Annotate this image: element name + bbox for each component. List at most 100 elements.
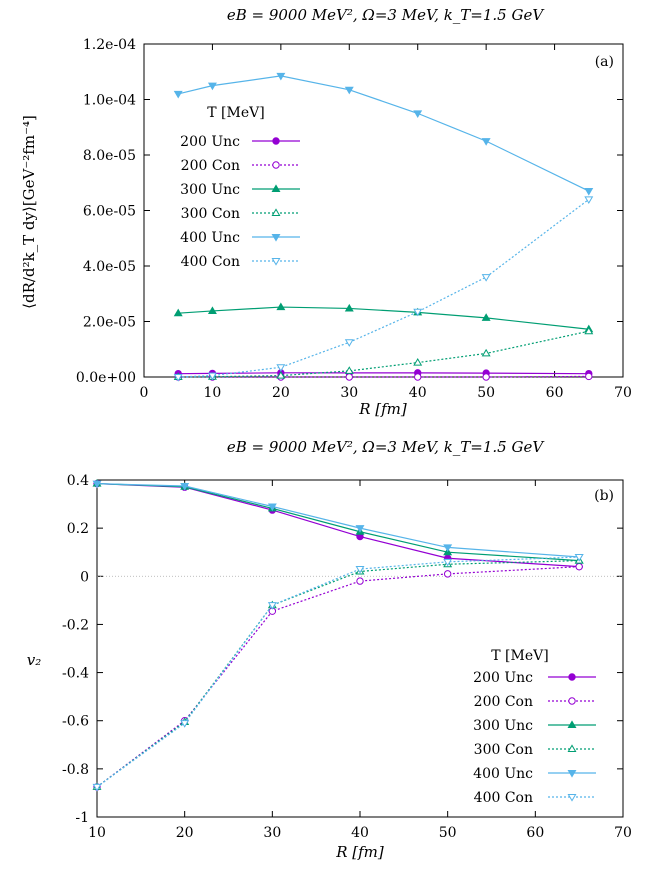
x-tick-label: 30	[263, 825, 281, 841]
data-point	[207, 372, 217, 381]
legend-swatch-marker	[567, 769, 577, 778]
y-tick-label: 4.0e-05	[83, 259, 136, 275]
data-point	[481, 313, 491, 321]
panel-b-ticks: 10 20 30 40 50 60 70 -1 -0.8 -0.6 -0.4 -0.2 0 0.2 0.4	[62, 473, 632, 841]
legend-swatch-marker	[271, 233, 281, 242]
series-400-unc	[173, 72, 594, 196]
y-tick-label: -0.6	[62, 714, 89, 730]
panel-a-series	[173, 72, 594, 382]
legend-swatch-marker	[271, 257, 281, 266]
data-point	[344, 303, 354, 312]
series-line	[96, 556, 580, 788]
data-point	[481, 274, 491, 282]
data-point	[443, 544, 453, 552]
x-tick-label: 10	[88, 825, 106, 841]
y-tick-label: 0.2	[67, 521, 89, 537]
legend-swatch-marker	[568, 673, 576, 681]
series-line	[178, 330, 589, 378]
series-line	[178, 372, 589, 375]
data-point	[355, 525, 365, 533]
legend-label: 400 Unc	[180, 230, 240, 246]
data-point	[180, 482, 190, 491]
x-tick-label: 60	[526, 825, 544, 841]
data-point	[443, 570, 452, 578]
legend-label: 200 Unc	[473, 670, 533, 686]
panel-b: eB = 9000 MeV², Ω=3 MeV, k_T=1.5 GeV 10 2…	[27, 438, 632, 861]
data-point	[173, 90, 183, 99]
series-400-con	[92, 554, 584, 792]
legend-label: 300 Unc	[473, 718, 533, 734]
x-tick-label: 20	[272, 385, 290, 401]
legend-swatch-marker	[272, 161, 280, 169]
panel-a-y-axis-label: ⟨dR/d²k_T dy⟩[GeV⁻²fm⁻⁴]	[20, 115, 38, 309]
panel-b-title: eB = 9000 MeV², Ω=3 MeV, k_T=1.5 GeV	[227, 438, 546, 456]
panel-a-label: (a)	[595, 54, 614, 70]
y-tick-label: 2.0e-05	[83, 315, 136, 331]
y-tick-label: 0	[80, 569, 89, 585]
data-point	[414, 373, 422, 381]
legend-label: 300 Con	[181, 206, 240, 222]
y-tick-label: -0.2	[62, 617, 89, 633]
panel-b-y-axis-label: v₂	[27, 651, 42, 669]
panel-a: eB = 9000 MeV², Ω=3 MeV, k_T=1.5 GeV 0 10…	[20, 6, 632, 418]
data-point	[173, 308, 183, 317]
series-line	[178, 198, 590, 378]
panel-b-legend: T [MeV] 200 Unc 200 Con 300 Unc 300 Con 400 …	[473, 648, 596, 806]
data-point	[267, 503, 277, 512]
legend-label: 200 Unc	[180, 134, 240, 150]
series-line	[96, 566, 580, 788]
panel-a-x-axis-label: R [fm]	[358, 400, 407, 418]
panel-a-legend-title: T [MeV]	[207, 105, 264, 121]
y-tick-label: 0.0e+00	[76, 370, 136, 386]
y-tick-label: 1.2e-04	[83, 37, 136, 53]
data-point	[276, 72, 286, 81]
data-point	[585, 372, 593, 381]
legend-label: 400 Con	[474, 790, 533, 806]
y-tick-label: -1	[75, 810, 89, 826]
panel-b-label: (b)	[594, 488, 614, 504]
data-point	[575, 562, 583, 571]
legend-label: 300 Unc	[180, 182, 240, 198]
x-tick-label: 0	[140, 385, 149, 401]
x-tick-label: 30	[340, 385, 358, 401]
data-point	[276, 302, 286, 311]
legend-label: 200 Con	[181, 158, 240, 174]
series-400-unc	[92, 480, 584, 562]
data-point	[481, 348, 491, 357]
data-point	[413, 357, 423, 366]
legend-swatch-marker	[272, 137, 280, 145]
series-400-con	[173, 196, 594, 382]
data-point	[173, 373, 183, 382]
panel-a-legend: T [MeV] 200 Unc 200 Con 300 Unc 300 Con 400 …	[180, 105, 300, 270]
data-point	[344, 339, 354, 347]
series-300-unc	[92, 479, 584, 564]
data-point	[584, 196, 594, 204]
data-point	[584, 188, 594, 196]
data-point	[344, 86, 354, 95]
series-line	[96, 483, 580, 558]
series-line	[178, 306, 589, 330]
series-line	[96, 483, 580, 568]
legend-label: 400 Unc	[473, 766, 533, 782]
panel-b-legend-title: T [MeV]	[491, 648, 548, 664]
legend-swatch-marker	[568, 697, 576, 705]
data-point	[584, 326, 594, 335]
panel-b-series	[92, 479, 584, 792]
data-point	[207, 306, 217, 314]
data-point	[482, 373, 490, 381]
x-tick-label: 60	[546, 385, 564, 401]
y-tick-label: 0.4	[67, 473, 89, 489]
panel-a-ticks: 0 10 20 30 40 50 60 70 0.0e+00 2.0e-05 4.0e-05 6.0e…	[76, 37, 632, 401]
data-point	[574, 554, 584, 562]
x-tick-label: 40	[409, 385, 427, 401]
legend-label: 400 Con	[181, 254, 240, 270]
panel-b-x-axis-label: R [fm]	[335, 843, 384, 861]
y-tick-label: -0.8	[62, 762, 89, 778]
data-point	[345, 373, 353, 381]
legend-swatch-marker	[567, 793, 577, 802]
data-point	[207, 82, 217, 91]
x-tick-label: 20	[176, 825, 194, 841]
data-point	[443, 558, 453, 567]
legend-label: 200 Con	[474, 694, 533, 710]
